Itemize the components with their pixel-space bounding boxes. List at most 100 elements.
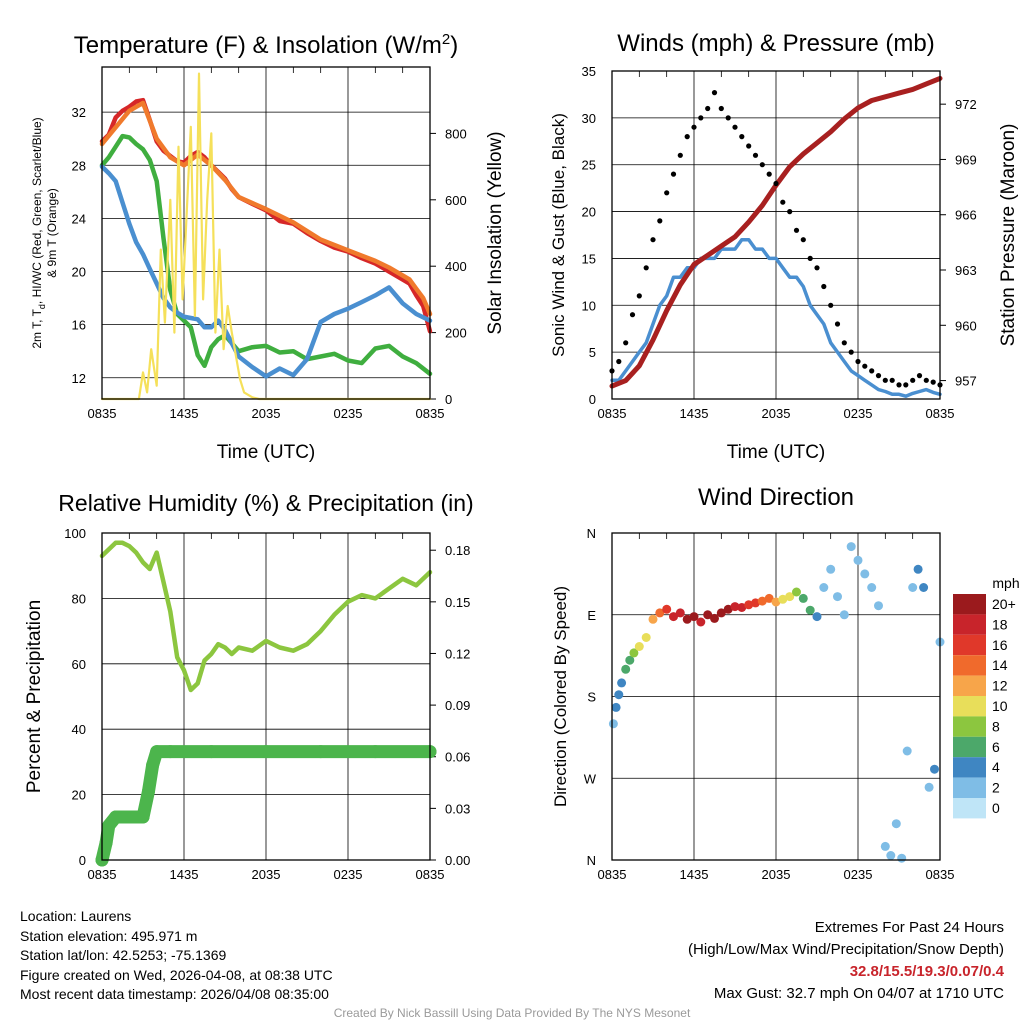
gust-point xyxy=(821,283,827,290)
gust-point xyxy=(664,190,670,196)
panel-3: 0835 1435 2035 0235 08350204060801000.000.03… xyxy=(64,526,470,882)
x-axis-label: Time (UTC) xyxy=(727,442,826,463)
chart-title: Wind Direction xyxy=(698,484,854,511)
panel-2: 0835 1435 2035 0235 083505101520253035957960… xyxy=(582,64,977,421)
direction-point xyxy=(625,655,635,665)
chart-title: Temperature (F) & Insolation (W/m2) xyxy=(74,31,458,59)
gust-point xyxy=(828,302,834,308)
direction-point xyxy=(703,610,713,620)
gust-point xyxy=(677,152,683,158)
y-tick-label: 16 xyxy=(72,318,86,333)
y-tick-label: N xyxy=(587,853,596,868)
gust-point xyxy=(725,115,731,121)
y2-tick-label: 969 xyxy=(955,152,977,167)
extremes-legend: (High/Low/Max Wind/Precipitation/Snow De… xyxy=(688,941,1004,958)
y-axis-label: Sonic Wind & Gust (Blue, Black) xyxy=(549,113,568,357)
direction-point xyxy=(655,608,665,618)
direction-point xyxy=(669,612,678,622)
direction-point xyxy=(771,597,781,607)
gust-point xyxy=(691,124,697,130)
y-axis-label: Percent & Precipitation xyxy=(24,600,45,793)
direction-point xyxy=(778,594,788,604)
direction-point xyxy=(874,601,883,611)
direction-point xyxy=(891,819,901,829)
colorbar-swatch xyxy=(953,757,986,778)
direction-point xyxy=(812,612,822,622)
y2-tick-label: 957 xyxy=(955,374,977,389)
plot-border xyxy=(611,70,941,400)
colorbar-label: 6 xyxy=(992,739,1000,755)
gust-point xyxy=(930,379,936,385)
gust-point xyxy=(623,340,629,346)
station-elevation: Station elevation: 495.971 m xyxy=(20,927,198,944)
series-dew-point xyxy=(99,133,433,377)
gust-point xyxy=(848,349,854,355)
chart-title: Relative Humidity (%) & Precipitation (i… xyxy=(58,490,473,516)
gust-point xyxy=(855,358,861,365)
colorbar-label: 10 xyxy=(992,698,1008,714)
panel-1: 0835 1435 2035 0235 0835 12 16 20 24 28 32 0 200 400 6… xyxy=(72,66,467,421)
y-tick-label: S xyxy=(587,690,596,705)
gust-point xyxy=(910,377,916,383)
direction-point xyxy=(839,610,849,620)
gust-point xyxy=(923,377,929,383)
colorbar-swatch xyxy=(953,655,986,676)
y-tick-label: 20 xyxy=(582,205,596,220)
y2-tick-label: 0.09 xyxy=(445,698,470,713)
x-tick-label: 0835 xyxy=(416,406,445,421)
y2-tick-label: 800 xyxy=(445,126,467,141)
y2-tick-label: 972 xyxy=(955,97,977,112)
colorbar-swatch xyxy=(953,614,986,635)
dewpoint-subscript: d xyxy=(37,304,47,309)
direction-point xyxy=(634,642,644,651)
colorbar-swatch xyxy=(953,716,986,737)
direction-point xyxy=(608,719,618,729)
direction-point xyxy=(860,569,870,579)
y-tick-label: 28 xyxy=(72,158,86,173)
y-tick-label: 40 xyxy=(72,722,86,737)
gust-point xyxy=(643,265,649,271)
x-axis-label: Time (UTC) xyxy=(217,442,316,463)
direction-point xyxy=(737,603,747,612)
gust-point xyxy=(746,143,752,149)
gust-point xyxy=(903,382,909,388)
y2-tick-label: 0.12 xyxy=(445,646,470,661)
gust-point xyxy=(862,363,868,369)
gust-point xyxy=(698,115,704,121)
direction-point xyxy=(629,648,639,658)
gust-point xyxy=(889,377,895,383)
y2-tick-label: 0.15 xyxy=(445,595,470,610)
colorbar-label: 4 xyxy=(992,759,1000,775)
colorbar-label: 14 xyxy=(992,657,1008,673)
gust-point xyxy=(841,340,847,346)
y2-tick-label: 966 xyxy=(955,208,977,223)
chart-title: Winds (mph) & Pressure (mb) xyxy=(617,30,934,57)
x-tick-label: 0235 xyxy=(334,406,363,421)
x-tick-label: 2035 xyxy=(762,867,791,882)
colorbar-label: 2 xyxy=(992,780,1000,796)
x-tick-label: 1435 xyxy=(170,406,199,421)
colorbar-swatch xyxy=(953,634,986,656)
direction-point xyxy=(710,613,719,623)
colorbar-label: 16 xyxy=(992,637,1008,653)
direction-point xyxy=(826,564,836,574)
gust-point xyxy=(759,162,765,168)
y-tick-label: 20 xyxy=(72,788,86,803)
gust-point xyxy=(773,180,779,187)
direction-point xyxy=(853,555,863,565)
direction-point xyxy=(611,702,621,712)
y-tick-label: 60 xyxy=(72,657,86,672)
gust-point xyxy=(916,373,923,379)
x-tick-label: 0835 xyxy=(88,406,117,421)
x-tick-label: 0235 xyxy=(844,867,873,882)
extremes-values: 32.8/15.5/19.3/0.07/0.4 xyxy=(849,963,1004,980)
y-tick-label: 80 xyxy=(72,591,86,606)
colorbar-swatch xyxy=(953,777,986,798)
x-tick-label: 0835 xyxy=(598,406,627,421)
y-axis-label: Direction (Colored By Speed) xyxy=(551,586,570,807)
y-tick-label: 20 xyxy=(72,265,86,280)
direction-point xyxy=(675,608,685,618)
y-tick-label: 32 xyxy=(72,105,86,120)
gust-point xyxy=(793,227,800,233)
x-tick-label: 1435 xyxy=(170,867,199,882)
